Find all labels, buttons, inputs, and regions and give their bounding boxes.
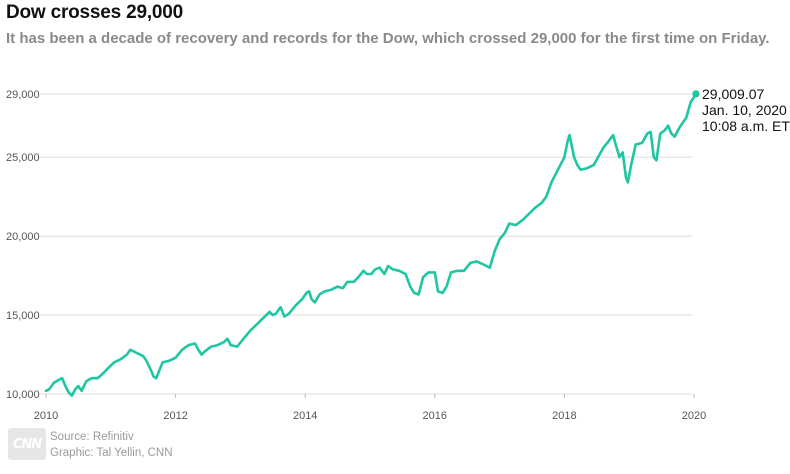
series-group xyxy=(44,90,700,397)
graphic-credit: Graphic: Tal Yellin, CNN xyxy=(50,447,173,459)
y-axis-ticks: 10,000 15,000 20,000 25,000 29,000 xyxy=(6,89,40,401)
x-tick-label-3: 2016 xyxy=(423,410,447,422)
chart-subtitle: It has been a decade of recovery and rec… xyxy=(6,30,770,47)
credits: Source: Refinitiv Graphic: Tal Yellin, C… xyxy=(50,428,173,461)
x-tick-label-2: 2014 xyxy=(293,410,317,422)
chart-title: Dow crosses 29,000 xyxy=(6,2,184,23)
y-tick-label-3: 25,000 xyxy=(6,152,40,164)
x-tick-label-4: 2018 xyxy=(552,410,576,422)
end-annotation: 29,009.07 Jan. 10, 2020 10:08 a.m. ET xyxy=(702,86,790,134)
annotation-time: 10:08 a.m. ET xyxy=(702,118,790,134)
series-line-0 xyxy=(44,92,698,397)
y-tick-label-4: 29,000 xyxy=(6,89,40,101)
y-tick-label-1: 15,000 xyxy=(6,310,40,322)
cnn-logo: CNN xyxy=(8,428,46,460)
source-credit: Source: Refinitiv xyxy=(50,431,134,443)
x-tick-label-1: 2012 xyxy=(163,410,187,422)
y-tick-label-2: 20,000 xyxy=(6,231,40,243)
end-point-marker xyxy=(692,90,700,98)
footer: CNN Source: Refinitiv Graphic: Tal Yelli… xyxy=(8,428,173,464)
annotation-date: Jan. 10, 2020 xyxy=(702,102,787,118)
x-tick-label-5: 2020 xyxy=(682,410,706,422)
x-axis-ticks: 2010 2012 2014 2016 2018 2020 xyxy=(34,410,706,422)
gridlines xyxy=(40,93,695,398)
y-tick-label-0: 10,000 xyxy=(6,389,40,401)
annotation-value: 29,009.07 xyxy=(702,86,764,102)
x-tick-label-0: 2010 xyxy=(34,410,58,422)
